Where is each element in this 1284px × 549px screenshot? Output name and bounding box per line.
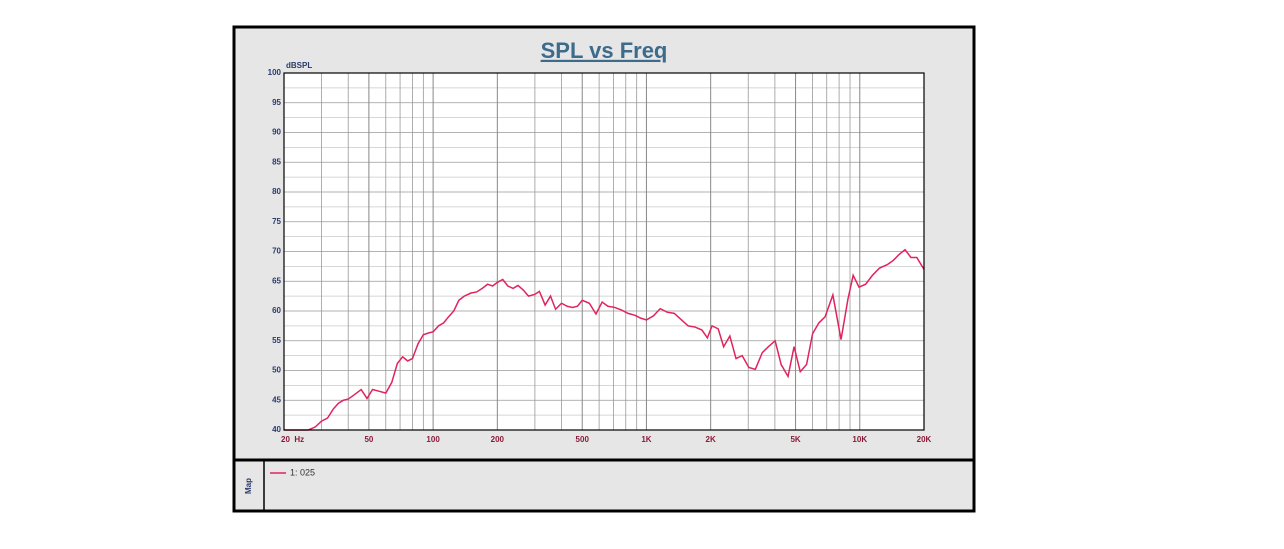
y-tick-label: 75 — [272, 217, 281, 226]
x-tick-label: 5K — [790, 435, 800, 444]
legend-label: 1: 025 — [290, 467, 315, 477]
y-tick-label: 45 — [272, 395, 281, 404]
y-tick-label: 100 — [268, 68, 282, 77]
y-tick-label: 55 — [272, 336, 281, 345]
y-tick-label: 50 — [272, 366, 281, 375]
x-tick-label: 1K — [641, 435, 651, 444]
y-tick-label: 40 — [272, 425, 281, 434]
x-tick-label: 10K — [852, 435, 867, 444]
x-tick-label: 20 Hz — [281, 435, 304, 444]
legend-title: Map — [244, 478, 253, 494]
x-tick-label: 200 — [491, 435, 505, 444]
y-tick-label: 60 — [272, 306, 281, 315]
y-tick-label: 90 — [272, 128, 281, 137]
x-tick-label: 50 — [364, 435, 373, 444]
x-tick-label: 2K — [706, 435, 716, 444]
plot-border — [283, 72, 925, 431]
y-tick-label: 65 — [272, 276, 281, 285]
x-tick-label: 500 — [576, 435, 590, 444]
x-tick-label: 20K — [917, 435, 932, 444]
y-tick-label: 80 — [272, 187, 281, 196]
chart-title: SPL vs Freq — [541, 38, 668, 63]
y-tick-label: 70 — [272, 247, 281, 256]
data-line — [284, 248, 925, 431]
y-axis-label: dBSPL — [286, 61, 312, 70]
x-tick-label: 100 — [426, 435, 440, 444]
y-tick-label: 95 — [272, 98, 281, 107]
y-tick-label: 85 — [272, 157, 281, 166]
